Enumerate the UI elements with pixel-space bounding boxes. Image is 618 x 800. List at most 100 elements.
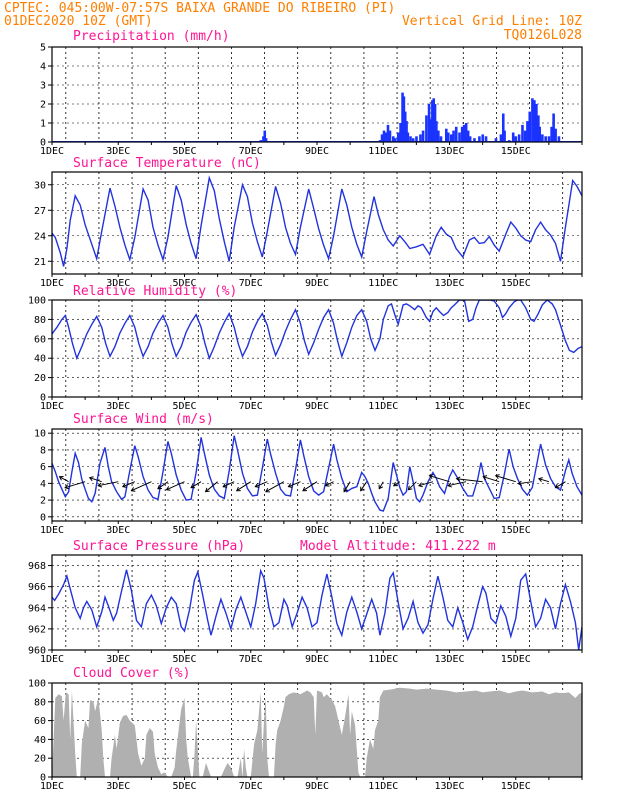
y-tick-label: 24 (34, 231, 46, 242)
x-tick-label: 11DEC (368, 781, 398, 792)
precip-bar (535, 104, 538, 142)
y-tick-label: 80 (34, 315, 46, 326)
x-tick-label: 9DEC (305, 654, 329, 665)
precip-bar (523, 130, 527, 142)
wind-arrow (121, 481, 136, 488)
precip-bar (526, 121, 529, 142)
precip-bar (401, 92, 404, 142)
x-tick-label: 5DEC (172, 781, 196, 792)
wind-arrow (254, 481, 268, 488)
y-tick-label: 27 (34, 206, 46, 217)
y-tick-label: 2 (40, 100, 46, 111)
y-tick-label: 30 (34, 180, 46, 191)
wind-arrow (157, 481, 169, 490)
precip-bar (432, 98, 435, 142)
x-tick-label: 7DEC (239, 525, 263, 536)
wind-arrow (418, 481, 434, 488)
precip-bar (499, 134, 503, 142)
wind-series (52, 435, 582, 512)
precip-bar (429, 119, 432, 142)
x-tick-label: 9DEC (305, 401, 329, 412)
x-tick-label: 7DEC (239, 278, 263, 289)
precip-bar (466, 130, 470, 142)
precip-bar (501, 113, 505, 142)
precip-bar (403, 111, 407, 142)
x-tick-label: 1DEC (40, 654, 64, 665)
precip-bar (531, 98, 534, 142)
temperature-panel: Surface Temperature (nC) 21 24 27 30 1DEC 3DEC… (34, 156, 583, 289)
precip-bar (452, 130, 455, 142)
precip-bar (263, 130, 267, 142)
temperature-series (52, 175, 582, 267)
precip-bar (437, 130, 440, 142)
wind-arrow (455, 476, 483, 483)
x-tick-label: 11DEC (368, 278, 398, 289)
precip-bar (464, 123, 468, 142)
wind-arrow (130, 481, 152, 492)
precip-bar (419, 134, 422, 142)
y-tick-label: 4 (40, 479, 46, 490)
precip-bar (511, 132, 515, 142)
station-header: CPTEC: 045:00W-07:57S BAIXA GRANDE DO RI… (4, 1, 395, 16)
precip-bar (462, 124, 466, 142)
x-tick-label: 3DEC (106, 278, 130, 289)
precip-bar (458, 132, 461, 142)
y-tick-label: 20 (34, 373, 46, 384)
precip-bar (484, 136, 488, 142)
wind-arrow (190, 481, 202, 489)
x-tick-label: 3DEC (106, 781, 130, 792)
wind-arrow (265, 481, 285, 493)
precip-bar (468, 136, 472, 142)
precip-bar (433, 104, 437, 142)
x-tick-label: 1DEC (40, 146, 64, 157)
y-tick-label: 3 (40, 81, 46, 92)
y-tick-label: 968 (28, 561, 46, 572)
y-tick-label: 21 (34, 257, 46, 268)
y-tick-label: 60 (34, 716, 46, 727)
temperature-line (52, 175, 582, 267)
wind-line (52, 435, 582, 512)
precip-bar (541, 134, 544, 142)
y-tick-label: 964 (28, 603, 46, 614)
precip-bar (521, 124, 524, 142)
y-tick-label: 1 (40, 119, 46, 130)
cloud-cover-series (52, 687, 582, 777)
precip-bar (544, 136, 547, 142)
wind-arrow (97, 481, 119, 488)
wind-title: Surface Wind (m/s) (73, 412, 214, 427)
x-tick-label: 11DEC (368, 146, 398, 157)
x-tick-label: 13DEC (434, 278, 464, 289)
x-tick-label: 1DEC (40, 401, 64, 412)
precip-bar (460, 126, 464, 142)
precip-bar (264, 138, 268, 142)
x-tick-label: 3DEC (106, 654, 130, 665)
x-tick-label: 1DEC (40, 525, 64, 536)
wind-arrow (343, 481, 351, 493)
pressure-series (52, 568, 582, 650)
pressure-line (52, 568, 582, 650)
humidity-title: Relative Humidity (%) (73, 284, 237, 299)
precip-bar (405, 121, 408, 142)
x-tick-label: 3DEC (106, 525, 130, 536)
x-tick-label: 5DEC (172, 654, 196, 665)
y-tick-label: 100 (28, 296, 46, 307)
precip-bar (449, 134, 453, 142)
wind-arrow (447, 481, 467, 488)
x-tick-label: 7DEC (239, 146, 263, 157)
precip-bar (538, 126, 541, 142)
precip-bar (478, 136, 481, 142)
precip-bar (503, 130, 506, 142)
precip-bar (409, 136, 412, 142)
y-tick-label: 4 (40, 62, 46, 73)
y-tick-label: 20 (34, 754, 46, 765)
wind-arrow (165, 481, 185, 491)
grid-note: Vertical Grid Line: 10Z (402, 14, 582, 29)
x-tick-label: 13DEC (434, 654, 464, 665)
precip-bar (431, 100, 434, 142)
wind-arrow (222, 481, 235, 488)
y-tick-label: 6 (40, 462, 46, 473)
y-tick-label: 0 (40, 512, 46, 523)
y-tick-label: 10 (34, 429, 46, 440)
x-tick-label: 7DEC (239, 654, 263, 665)
precip-bar (528, 111, 532, 142)
